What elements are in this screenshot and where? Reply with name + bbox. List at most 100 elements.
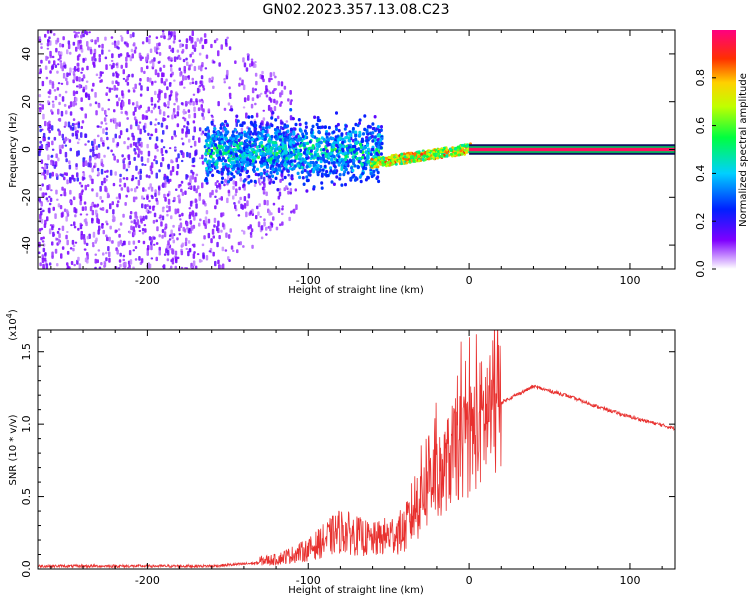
steady-signal-core (469, 147, 675, 152)
spectrogram-cell (73, 75, 76, 81)
spectrogram-cell (74, 214, 77, 218)
spectrogram-cell (180, 266, 184, 269)
spectrogram-cell (91, 242, 95, 245)
spectrogram-cell (63, 103, 67, 107)
spectrogram-cell (347, 145, 351, 149)
spectrogram-cell (96, 39, 100, 43)
spectrogram-cell (84, 143, 87, 146)
spectrogram-cell (221, 148, 225, 152)
spectrogram-cell (105, 257, 108, 262)
spectrogram-cell (110, 59, 114, 62)
spectrogram-cell (54, 213, 57, 219)
spectrogram-cell (176, 56, 179, 60)
spectrogram-cell (38, 150, 41, 157)
spectrogram-cell (218, 182, 221, 188)
spectrogram-cell (213, 146, 217, 151)
spectrogram-cell (303, 168, 307, 173)
spectrogram-cell (228, 259, 231, 262)
spectrogram-cell (235, 188, 238, 194)
spectrogram-cell (44, 120, 47, 127)
spectrogram-cell (155, 256, 158, 262)
spectrogram-cell (75, 97, 78, 102)
spectrogram-cell (112, 182, 116, 187)
spectrogram-cell (94, 258, 97, 264)
spectrogram-cell (80, 184, 84, 188)
spectrogram-cell (73, 30, 76, 34)
spectrogram-cell (190, 98, 193, 103)
spectrogram-cell (366, 154, 370, 158)
spectrogram-cell (322, 137, 326, 142)
spectrogram-cell (175, 157, 178, 163)
spectrogram-cell (261, 181, 264, 184)
spectrogram-cell (159, 67, 162, 72)
spectrogram-cell (118, 135, 121, 139)
spectrogram-cell (204, 132, 208, 137)
spectrogram-cell (119, 252, 122, 257)
spectrogram-cell (94, 253, 97, 256)
spectrogram-cell (207, 129, 210, 134)
spectrogram-cell (205, 210, 209, 215)
spectrogram-cell (193, 126, 196, 133)
spectrogram-cell (148, 200, 151, 203)
spectrogram-cell (46, 30, 50, 34)
spectrogram-cell (234, 204, 237, 209)
spectrogram-cell (63, 191, 67, 197)
spectrogram-cell (193, 112, 197, 119)
spectrogram-cell (86, 184, 90, 187)
spectrogram-cell (162, 265, 165, 268)
spectrogram-cell (236, 146, 240, 150)
spectrogram-cell (223, 127, 227, 131)
spectrogram-cell (72, 79, 75, 84)
spectrogram-cell (138, 121, 142, 124)
snr-series-line (38, 330, 675, 569)
spectrogram-cell (86, 41, 89, 47)
spectrogram-cell (167, 100, 170, 106)
spectrogram-cell (251, 137, 255, 142)
spectrogram-cell (304, 121, 308, 125)
spectrogram-cell (49, 79, 52, 84)
spectrogram-cell (194, 80, 198, 85)
spectrogram-cell (283, 175, 287, 180)
spectrogram-cell (189, 175, 192, 180)
spectrogram-cell (46, 47, 50, 50)
spectrogram-cell (82, 157, 85, 163)
spectrogram-cell (105, 114, 108, 117)
spectrogram-cell (149, 121, 153, 126)
spectrogram-cell (72, 118, 76, 121)
spectrogram-cell (48, 228, 52, 235)
spectrogram-cell (66, 138, 70, 141)
spectrogram-cell (265, 233, 268, 236)
spectrogram-cell (298, 154, 302, 159)
spectrogram-cell (400, 152, 404, 156)
spectrogram-cell (333, 165, 337, 169)
spectrogram-cell (166, 86, 169, 91)
spectrogram-cell (192, 164, 196, 168)
spectrogram-cell (359, 145, 363, 149)
spectrogram-cell (338, 143, 342, 148)
spectrogram-cell (82, 74, 86, 79)
spectrogram-cell (221, 156, 225, 161)
spectrogram-cell (212, 85, 215, 89)
spectrogram-cell (274, 118, 278, 122)
spectrogram-cell (194, 152, 198, 156)
spectrogram-cell (160, 90, 163, 94)
spectrogram-cell (456, 148, 460, 152)
spectrogram-cell (106, 236, 109, 242)
spectrogram-cell (229, 151, 233, 155)
spectrogram-cell (83, 238, 86, 243)
spectrogram-cell (288, 182, 292, 186)
spectrogram-cell (358, 132, 362, 137)
spectrogram-cell (209, 155, 213, 159)
spectrogram-cell (344, 167, 348, 172)
spectrogram-cell (47, 39, 50, 42)
spectrogram-cell (190, 63, 193, 67)
y-tick-label: -40 (20, 236, 33, 254)
spectrogram-cell (105, 127, 108, 131)
spectrogram-cell (146, 157, 150, 163)
spectrogram-cell (108, 257, 111, 263)
spectrogram-cell (258, 125, 262, 129)
spectrogram-cell (128, 240, 131, 246)
spectrogram-cell (241, 121, 245, 125)
spectrogram-cell (50, 125, 54, 131)
spectrogram-cell (172, 224, 175, 228)
